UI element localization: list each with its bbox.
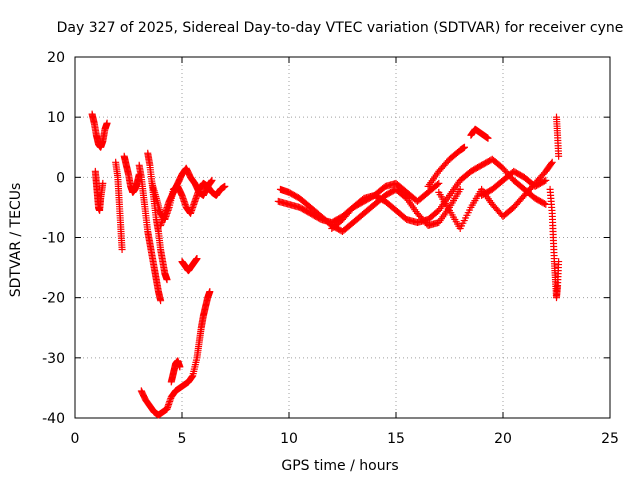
data-point — [460, 143, 468, 151]
x-tick-label: 10 — [280, 431, 298, 447]
series-arc-3 — [112, 158, 126, 254]
series-arc-19 — [546, 185, 563, 302]
series-arc-4 — [120, 152, 143, 196]
data-point — [163, 276, 171, 284]
data-point — [176, 363, 184, 371]
data-point — [435, 179, 443, 187]
y-tick-label: 0 — [56, 170, 65, 186]
data-point — [540, 200, 548, 208]
data-point — [555, 258, 563, 266]
series-arc-18 — [478, 167, 550, 199]
data-point — [542, 176, 550, 184]
data-point — [555, 152, 563, 160]
series-arc-17 — [467, 125, 492, 142]
series-arc-16 — [435, 158, 556, 232]
data-point — [206, 288, 214, 296]
series-arc-14 — [328, 155, 550, 232]
data-point — [118, 246, 126, 254]
data-point — [456, 185, 464, 193]
data-point — [540, 177, 548, 185]
x-tick-label: 25 — [601, 431, 619, 447]
chart-title: Day 327 of 2025, Sidereal Day-to-day VTE… — [57, 20, 624, 36]
y-tick-label: 20 — [47, 50, 65, 66]
series-arc-1 — [88, 110, 111, 151]
data-point — [99, 179, 107, 187]
data-points — [88, 110, 563, 419]
series-arc-20 — [553, 113, 563, 160]
grid — [75, 57, 610, 418]
axis-ticks: 0 5 10 15 20 25 -40 -30 -20 -10 0 10 20 — [42, 50, 619, 447]
data-point — [484, 134, 492, 142]
plot-frame — [74, 56, 611, 419]
y-tick-label: 10 — [47, 110, 65, 126]
y-tick-label: -10 — [42, 231, 65, 247]
data-point — [208, 176, 216, 184]
series-arc-5 — [135, 161, 165, 305]
data-point — [193, 255, 201, 263]
x-tick-label: 5 — [178, 431, 187, 447]
series-arc-9 — [178, 255, 201, 275]
data-point — [221, 182, 229, 190]
series-arc-11 — [167, 357, 184, 386]
data-point — [433, 180, 441, 188]
y-tick-label: -30 — [42, 351, 65, 367]
data-point — [548, 158, 556, 166]
series-arc-2 — [91, 167, 107, 214]
y-axis-label: SDTVAR / TECUs — [8, 183, 24, 298]
series-arc-10 — [137, 288, 214, 419]
series-arc-6 — [144, 149, 171, 284]
x-tick-label: 20 — [494, 431, 512, 447]
series-arc-15 — [424, 143, 468, 190]
x-tick-label: 15 — [387, 431, 405, 447]
data-point — [547, 159, 555, 167]
y-tick-label: -40 — [42, 411, 65, 427]
data-point — [103, 119, 111, 127]
y-tick-label: -20 — [42, 291, 65, 307]
x-axis-label: GPS time / hours — [281, 458, 398, 474]
data-point — [157, 297, 165, 305]
x-tick-label: 0 — [71, 431, 80, 447]
series-arc-8 — [157, 164, 216, 229]
